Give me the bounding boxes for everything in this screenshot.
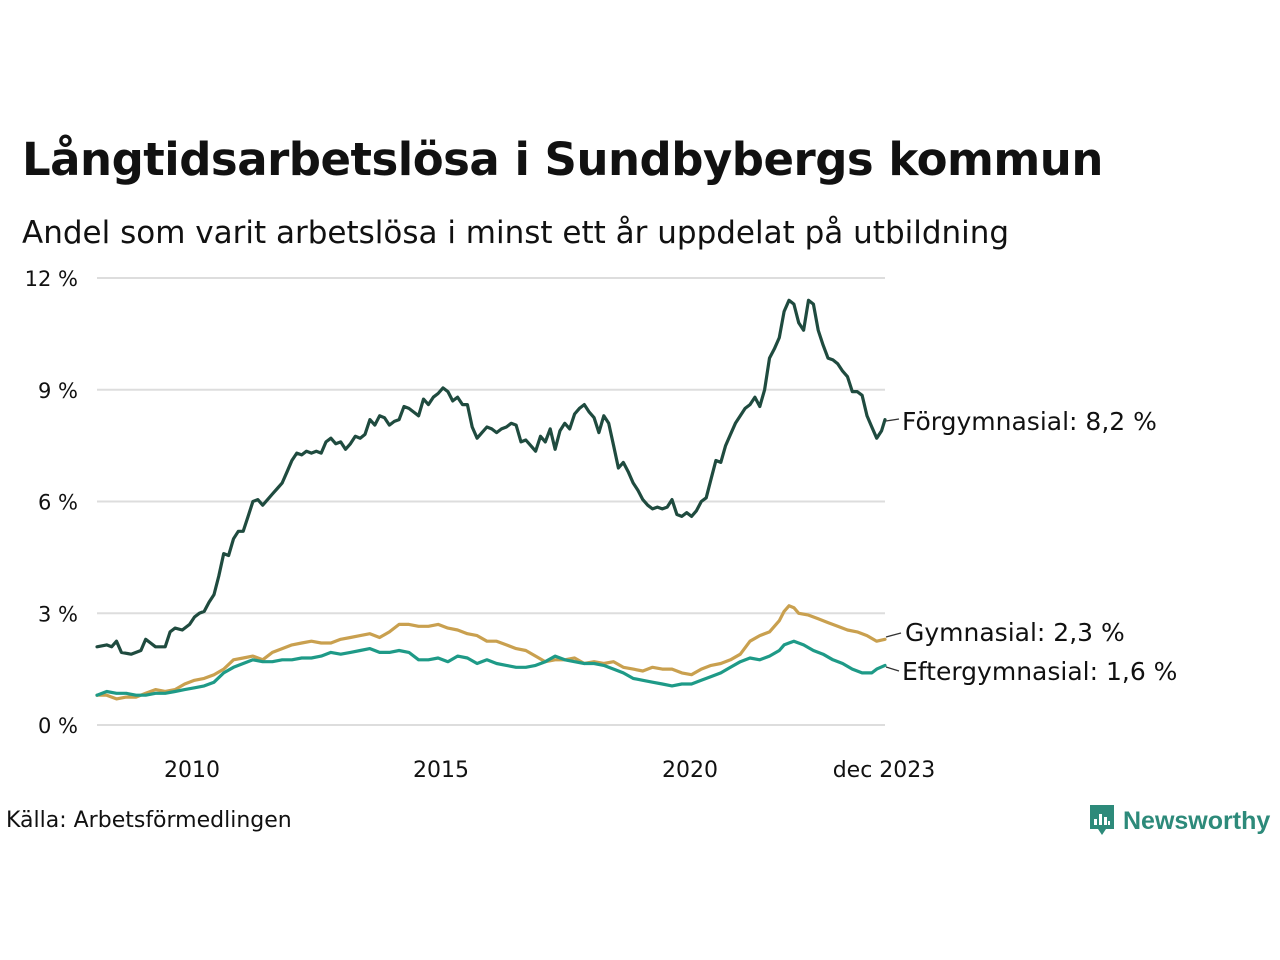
x-tick-label: dec 2023	[833, 758, 936, 783]
y-tick-label: 6 %	[38, 491, 78, 515]
series-label-forgymnasial: Förgymnasial: 8,2 %	[902, 407, 1157, 436]
newsworthy-logo-icon	[1090, 805, 1114, 835]
brand-name: Newsworthy	[1123, 806, 1271, 835]
y-tick-label: 12 %	[25, 267, 78, 291]
series-line-forgymnasial	[95, 298, 887, 656]
chart-title: Långtidsarbetslösa i Sundbybergs kommun	[22, 133, 1103, 186]
y-tick-label: 3 %	[38, 602, 78, 626]
series-label-gymnasial: Gymnasial: 2,3 %	[905, 618, 1125, 647]
x-tick-label: 2020	[662, 758, 718, 783]
chart-subtitle: Andel som varit arbetslösa i minst ett å…	[22, 215, 1010, 251]
series-label-eftergymnasial: Eftergymnasial: 1,6 %	[902, 657, 1177, 686]
gridlines	[97, 277, 885, 726]
y-tick-label: 9 %	[38, 379, 78, 403]
label-leader-line	[885, 632, 902, 638]
source-note: Källa: Arbetsförmedlingen	[6, 808, 292, 833]
series-line-gymnasial	[95, 604, 887, 701]
label-leader-line	[885, 666, 900, 672]
series-line-eftergymnasial	[95, 639, 887, 697]
x-tick-label: 2015	[413, 758, 469, 783]
series-labels: Förgymnasial: 8,2 % Gymnasial: 2,3 % Efter…	[885, 407, 1177, 686]
y-axis-ticks: 0 % 3 % 6 % 9 % 12 %	[25, 267, 78, 738]
label-leader-line	[885, 418, 900, 422]
series-lines	[95, 298, 887, 701]
x-tick-label: 2010	[164, 758, 220, 783]
y-tick-label: 0 %	[38, 714, 78, 738]
brand-logo: Newsworthy	[1088, 803, 1270, 839]
x-axis-ticks: 2010 2015 2020 dec 2023	[164, 758, 935, 783]
